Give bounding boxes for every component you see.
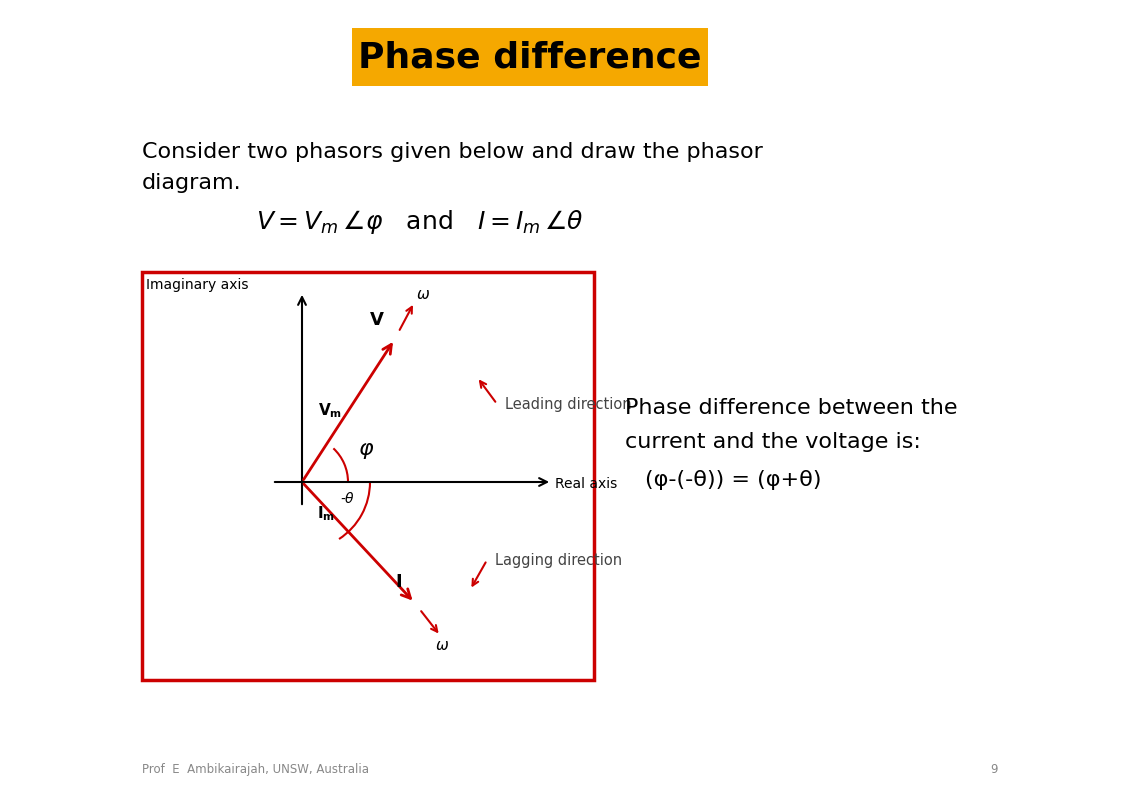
- Text: ω: ω: [435, 638, 448, 653]
- Text: $\mathbf{V}$: $\mathbf{V}$: [369, 311, 385, 330]
- Text: diagram.: diagram.: [142, 173, 241, 193]
- Text: Phase difference: Phase difference: [359, 40, 702, 74]
- Text: ω: ω: [417, 287, 430, 302]
- Text: 9: 9: [990, 763, 997, 776]
- Text: Lagging direction: Lagging direction: [495, 553, 623, 568]
- Text: $V = V_m \,\angle\varphi \quad \mathrm{and} \quad I = I_m \,\angle\theta$: $V = V_m \,\angle\varphi \quad \mathrm{a…: [256, 208, 584, 236]
- Text: $\mathbf{I}_{\mathbf{m}}$: $\mathbf{I}_{\mathbf{m}}$: [317, 505, 335, 523]
- Text: Consider two phasors given below and draw the phasor: Consider two phasors given below and dra…: [142, 142, 763, 162]
- Text: (φ-(-θ)) = (φ+θ): (φ-(-θ)) = (φ+θ): [645, 470, 821, 490]
- Text: Leading direction: Leading direction: [505, 397, 632, 412]
- Text: Imaginary axis: Imaginary axis: [146, 278, 248, 292]
- Text: Prof  E  Ambikairajah, UNSW, Australia: Prof E Ambikairajah, UNSW, Australia: [142, 763, 369, 776]
- Bar: [142, 272, 594, 680]
- Bar: [352, 28, 708, 86]
- Text: -θ: -θ: [341, 492, 354, 506]
- Text: current and the voltage is:: current and the voltage is:: [625, 432, 920, 452]
- Text: $\mathbf{I}$: $\mathbf{I}$: [395, 573, 402, 590]
- Text: $\mathbf{V}_{\mathbf{m}}$: $\mathbf{V}_{\mathbf{m}}$: [318, 402, 343, 420]
- Text: φ: φ: [359, 439, 373, 459]
- Text: Phase difference between the: Phase difference between the: [625, 398, 958, 418]
- Text: Real axis: Real axis: [555, 477, 617, 491]
